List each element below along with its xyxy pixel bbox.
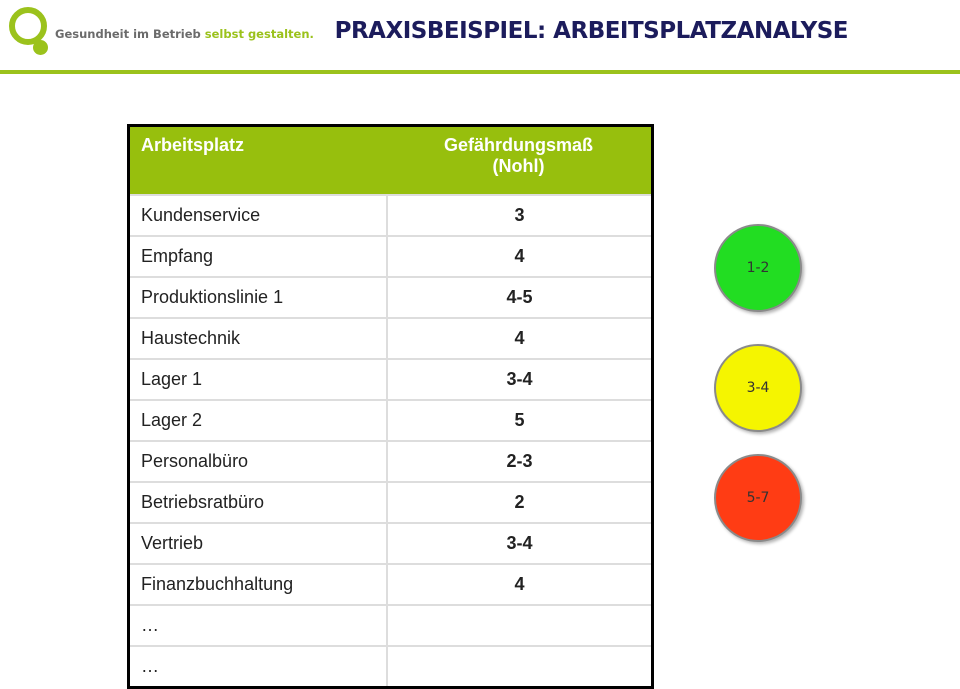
table-row: Kundenservice 3 <box>128 194 653 236</box>
cell: 2-3 <box>387 440 653 482</box>
table-row: Finanzbuchhaltung 4 <box>128 563 653 605</box>
cell: … <box>128 604 388 646</box>
table-row: Vertrieb 3-4 <box>128 522 653 564</box>
header-rule <box>0 70 960 74</box>
cell: 4-5 <box>387 276 653 318</box>
logo-text-part: Gesundheit im Betrieb <box>55 27 201 41</box>
legend-dot: 1-2 <box>714 224 802 312</box>
slide-title: PRAXISBEISPIEL: ARBEITSPLATZANALYSE <box>334 18 849 44</box>
cell: 4 <box>387 235 653 277</box>
table-row: Lager 1 3-4 <box>128 358 653 400</box>
cell: 2 <box>387 481 653 523</box>
cell: Lager 1 <box>128 358 388 400</box>
logo-dot <box>33 40 48 55</box>
table-row: Produktionslinie 1 4-5 <box>128 276 653 318</box>
cell: Finanzbuchhaltung <box>128 563 388 605</box>
cell: 3-4 <box>387 358 653 400</box>
table-row: … <box>128 604 653 646</box>
cell: 5 <box>387 399 653 441</box>
logo-ring <box>9 7 47 45</box>
table-row: Empfang 4 <box>128 235 653 277</box>
cell: Produktionslinie 1 <box>128 276 388 318</box>
cell: Empfang <box>128 235 388 277</box>
cell <box>387 604 653 646</box>
column-header-text: Gefährdungsmaß (Nohl) <box>443 135 594 176</box>
legend-dot: 5-7 <box>714 454 802 542</box>
logo-text-part: selbst gestalten. <box>204 27 314 41</box>
legend-dot: 3-4 <box>714 344 802 432</box>
cell: 3 <box>387 194 653 236</box>
cell: Vertrieb <box>128 522 388 564</box>
cell: … <box>128 645 388 688</box>
table-row: … <box>128 645 653 688</box>
cell: 4 <box>387 563 653 605</box>
cell: Betriebsratbüro <box>128 481 388 523</box>
table-row: Betriebsratbüro 2 <box>128 481 653 523</box>
table-row: Haustechnik 4 <box>128 317 653 359</box>
table-row: Personalbüro 2-3 <box>128 440 653 482</box>
cell: Personalbüro <box>128 440 388 482</box>
cell <box>387 645 653 688</box>
cell: Lager 2 <box>128 399 388 441</box>
cell: Haustechnik <box>128 317 388 359</box>
header-row: Arbeitsplatz Gefährdungsmaß (Nohl) <box>128 125 653 195</box>
table-body: Kundenservice 3 Empfang 4 Produktionslinie 1… <box>128 194 653 688</box>
logo-text: Gesundheit im Betrieb selbst gestalten. <box>55 27 314 41</box>
column-header: Arbeitsplatz <box>128 125 387 195</box>
table: Arbeitsplatz Gefährdungsmaß (Nohl) Kunde… <box>127 124 654 689</box>
column-header: Gefährdungsmaß (Nohl) <box>387 125 653 195</box>
cell: 4 <box>387 317 653 359</box>
cell: 3-4 <box>387 522 653 564</box>
cell: Kundenservice <box>128 194 388 236</box>
